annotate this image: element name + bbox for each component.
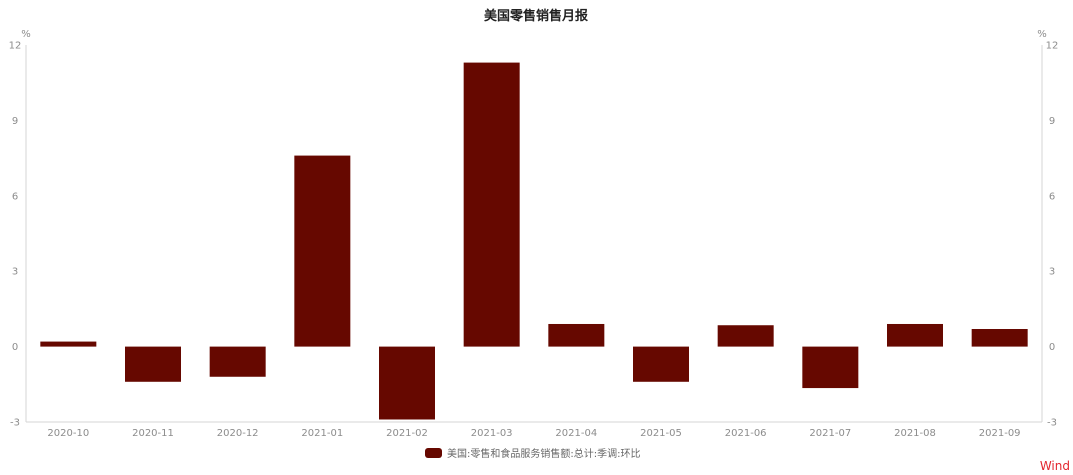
x-tick-label: 2020-11 (132, 428, 174, 439)
bar-2021-01[interactable] (294, 155, 351, 347)
y-tick-label-right: 9 (1049, 116, 1055, 127)
x-axis-ticks: 2020-10 2020-11 2020-12 2021-01 2021-02 2021-… (47, 428, 1020, 439)
x-tick-label: 2021-07 (809, 428, 851, 439)
x-tick-label: 2020-10 (47, 428, 89, 439)
legend-label: 美国:零售和食品服务销售额:总计:季调:环比 (447, 447, 640, 460)
bar-2020-12[interactable] (209, 346, 266, 377)
y-tick-label-right: 6 (1049, 191, 1055, 202)
right-axis-unit: % (1037, 29, 1047, 40)
x-tick-label: 2021-08 (894, 428, 936, 439)
legend[interactable]: 美国:零售和食品服务销售额:总计:季调:环比 (425, 447, 640, 460)
bar-2021-08[interactable] (887, 323, 943, 347)
y-tick-label-left: 6 (12, 191, 18, 202)
x-tick-label: 2020-12 (217, 428, 259, 439)
bar-2021-04[interactable] (548, 323, 605, 347)
y-tick-label-right: -3 (1047, 418, 1057, 429)
y-tick-label-right: 3 (1049, 267, 1055, 278)
bar-2021-03[interactable] (463, 62, 520, 347)
x-tick-label: 2021-04 (555, 428, 597, 439)
y-axis-ticks: -3 -3 0 0 3 3 6 6 9 9 12 12 (9, 41, 1059, 429)
bar-2021-06[interactable] (717, 325, 774, 347)
x-tick-label: 2021-01 (301, 428, 343, 439)
x-tick-label: 2021-06 (725, 428, 767, 439)
left-axis-unit: % (21, 29, 31, 40)
y-tick-label-left: -3 (10, 418, 20, 429)
x-tick-label: 2021-05 (640, 428, 682, 439)
chart-title: 美国零售销售月报 (484, 8, 589, 24)
y-tick-label-left: 0 (12, 342, 18, 353)
legend-swatch (425, 448, 442, 458)
bar-2021-02[interactable] (379, 346, 435, 420)
bar-2021-07[interactable] (802, 346, 859, 389)
y-tick-label-left: 12 (9, 41, 22, 52)
x-tick-label: 2021-09 (979, 428, 1021, 439)
bar-2020-10[interactable] (40, 341, 97, 347)
x-tick-label: 2021-02 (386, 428, 428, 439)
bar-series (40, 62, 1028, 420)
y-tick-label-right: 12 (1046, 41, 1059, 52)
wind-watermark: Wind (1040, 459, 1070, 473)
x-tick-label: 2021-03 (471, 428, 513, 439)
y-tick-label-left: 3 (12, 267, 18, 278)
bar-2021-09[interactable] (971, 329, 1028, 347)
y-tick-label-left: 9 (12, 116, 18, 127)
y-tick-label-right: 0 (1049, 342, 1055, 353)
bar-2020-11[interactable] (125, 346, 181, 382)
bar-2021-05[interactable] (633, 346, 689, 382)
